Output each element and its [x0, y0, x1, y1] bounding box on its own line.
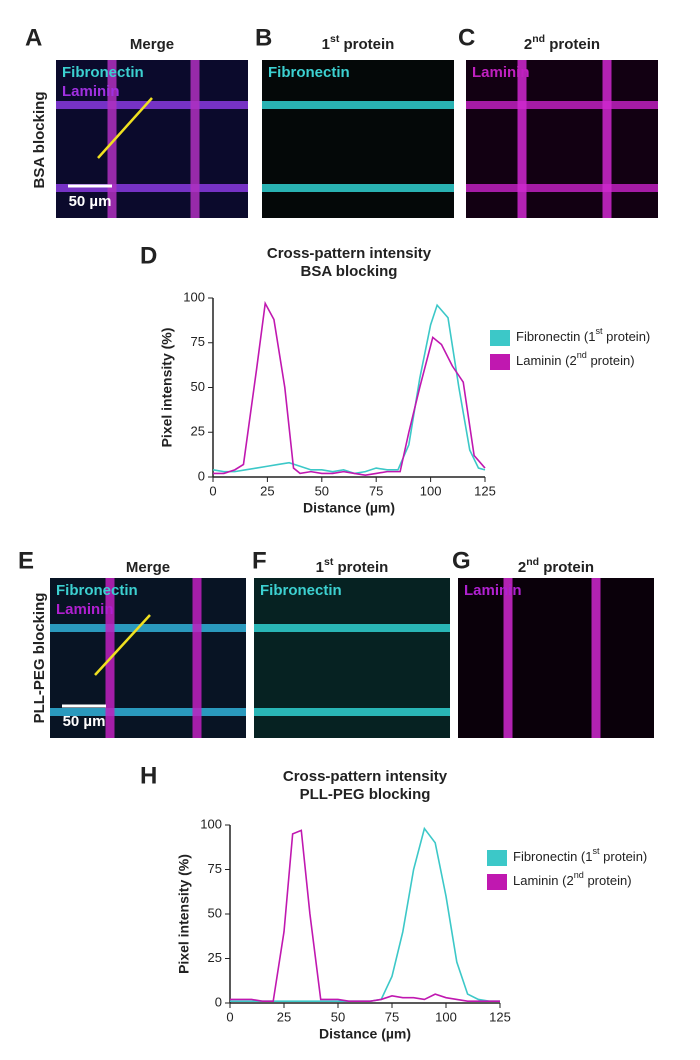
legend-swatch: [487, 874, 507, 890]
stripe: [517, 60, 527, 218]
stripe: [466, 101, 658, 109]
legend-label: Laminin (2nd protein): [516, 350, 635, 368]
panel-letter: D: [140, 242, 157, 269]
channel-label: Laminin: [56, 601, 114, 618]
chart-subtitle: PLL-PEG blocking: [300, 786, 431, 803]
stripe: [503, 578, 513, 738]
x-tick-label: 75: [369, 483, 383, 498]
legend-label: Laminin (2nd protein): [513, 870, 632, 888]
micrograph: [458, 578, 654, 738]
x-tick-label: 125: [474, 483, 496, 498]
x-tick-label: 50: [315, 483, 329, 498]
stripe: [50, 708, 246, 716]
y-axis-title: Pixel intensity (%): [176, 854, 192, 974]
x-tick-label: 0: [209, 483, 216, 498]
stripe: [192, 578, 202, 738]
x-tick-label: 0: [226, 1009, 233, 1024]
x-tick-label: 100: [420, 483, 442, 498]
channel-label: Fibronectin: [56, 582, 138, 599]
micrograph: [262, 60, 454, 218]
y-tick-label: 50: [191, 379, 205, 394]
row-label: BSA blocking: [31, 92, 48, 189]
legend-label: Fibronectin (1st protein): [516, 326, 650, 344]
x-tick-label: 50: [331, 1009, 345, 1024]
chart-title: Cross-pattern intensity: [267, 245, 432, 262]
panel-letter: F: [252, 547, 267, 574]
stripe: [50, 624, 246, 632]
x-axis-title: Distance (µm): [303, 500, 395, 516]
chart-subtitle: BSA blocking: [301, 263, 398, 280]
stripe: [254, 624, 450, 632]
x-axis-title: Distance (µm): [319, 1026, 411, 1042]
panel-letter: B: [255, 24, 272, 51]
x-tick-label: 75: [385, 1009, 399, 1024]
legend-swatch: [487, 850, 507, 866]
stripe: [107, 60, 117, 218]
line-profile: [94, 614, 151, 676]
stripe: [56, 184, 248, 192]
y-tick-label: 25: [208, 950, 222, 965]
legend-swatch: [490, 354, 510, 370]
panel-title: 2nd protein: [524, 33, 600, 53]
chart-title: Cross-pattern intensity: [283, 768, 448, 785]
panel-title: 2nd protein: [518, 556, 594, 576]
y-tick-label: 50: [208, 905, 222, 920]
scale-bar-label: 50 µm: [63, 713, 106, 730]
stripe: [591, 578, 601, 738]
stripe: [262, 184, 454, 192]
y-tick-label: 25: [191, 424, 205, 439]
line-profile: [97, 97, 153, 159]
legend-swatch: [490, 330, 510, 346]
panel-title: Merge: [126, 559, 170, 576]
row-label: PLL-PEG blocking: [31, 593, 48, 724]
channel-label: Laminin: [464, 582, 522, 599]
stripe: [190, 60, 200, 218]
panel-letter: C: [458, 24, 475, 51]
channel-label: Fibronectin: [268, 64, 350, 81]
channel-label: Laminin: [62, 83, 120, 100]
panel-letter: A: [25, 24, 42, 51]
stripe: [56, 101, 248, 109]
panel-title: 1st protein: [322, 33, 395, 53]
stripe: [262, 101, 454, 109]
panel-letter: G: [452, 547, 471, 574]
panel-title: Merge: [130, 36, 174, 53]
stripe: [466, 184, 658, 192]
y-tick-label: 75: [191, 334, 205, 349]
y-axis-title: Pixel intensity (%): [159, 328, 175, 448]
panel-letter: H: [140, 762, 157, 789]
data-line: [230, 826, 500, 1003]
y-tick-label: 100: [183, 289, 205, 304]
x-tick-label: 25: [277, 1009, 291, 1024]
stripe: [254, 708, 450, 716]
y-tick-label: 0: [198, 468, 205, 483]
y-tick-label: 0: [215, 994, 222, 1009]
data-line: [230, 829, 500, 1003]
stripe: [602, 60, 612, 218]
legend-label: Fibronectin (1st protein): [513, 846, 647, 864]
channel-label: Fibronectin: [62, 64, 144, 81]
channel-label: Fibronectin: [260, 582, 342, 599]
micrograph: [466, 60, 658, 218]
scale-bar-label: 50 µm: [69, 193, 112, 210]
x-tick-label: 100: [435, 1009, 457, 1024]
panel-title: 1st protein: [316, 556, 389, 576]
channel-label: Laminin: [472, 64, 530, 81]
x-tick-label: 25: [260, 483, 274, 498]
y-tick-label: 100: [200, 816, 222, 831]
y-tick-label: 75: [208, 861, 222, 876]
x-tick-label: 125: [489, 1009, 511, 1024]
panel-letter: E: [18, 547, 34, 574]
data-line: [213, 300, 486, 477]
